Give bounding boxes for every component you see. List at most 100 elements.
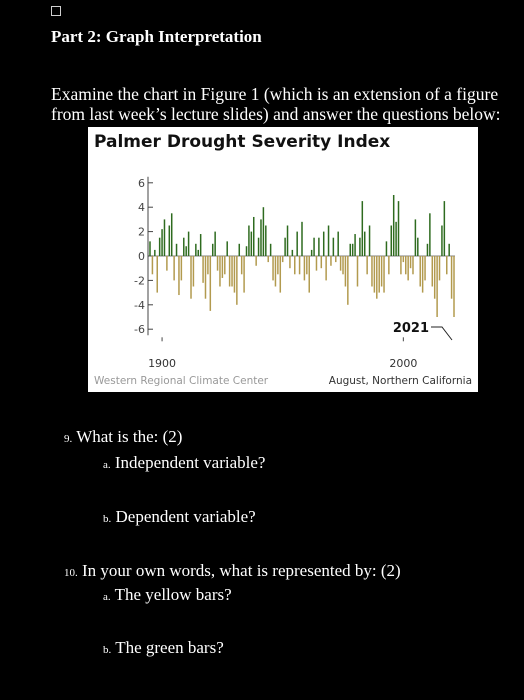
bar-1997 <box>395 221 397 256</box>
bar-1965 <box>318 237 320 256</box>
bar-1969 <box>327 225 330 256</box>
question-10b: b. The green bars? <box>103 638 224 658</box>
question-text: Independent variable? <box>114 453 266 472</box>
bar-1931 <box>236 256 238 305</box>
bar-1903 <box>168 225 171 256</box>
bar-1921 <box>211 243 214 256</box>
bar-1977 <box>347 256 349 305</box>
bar-1975 <box>342 256 344 275</box>
bar-1907 <box>178 256 180 296</box>
bar-2001 <box>404 256 407 275</box>
bar-1938 <box>252 216 255 256</box>
bar-1918 <box>204 256 207 299</box>
bar-1928 <box>228 256 231 287</box>
bar-2013 <box>433 256 436 299</box>
bar-1898 <box>156 256 158 293</box>
bar-1906 <box>175 243 178 256</box>
bar-1984 <box>363 231 366 256</box>
question-text: The yellow bars? <box>114 585 232 604</box>
bar-1900 <box>161 229 163 256</box>
bar-1979 <box>351 243 354 256</box>
bar-1934 <box>243 256 245 293</box>
bar-1978 <box>349 243 352 256</box>
bar-1915 <box>197 249 200 256</box>
bar-2008 <box>421 256 424 293</box>
bar-1993 <box>385 241 388 256</box>
bar-1980 <box>354 234 356 256</box>
bar-1990 <box>378 256 380 293</box>
question-number: 9. <box>64 433 73 445</box>
bar-1961 <box>308 256 310 293</box>
bar-1926 <box>224 256 226 275</box>
y-tick-label: 0 <box>138 250 145 263</box>
question-letter: b. <box>103 513 112 525</box>
question-text: The green bars? <box>115 638 224 657</box>
bar-1982 <box>359 237 361 256</box>
bar-2016 <box>441 225 443 256</box>
bar-2014 <box>436 256 438 317</box>
bar-1945 <box>269 243 272 256</box>
bar-1913 <box>192 256 195 287</box>
bar-1925 <box>221 256 224 278</box>
bar-1939 <box>255 256 257 266</box>
bar-1960 <box>306 256 308 275</box>
bar-1927 <box>226 241 228 256</box>
bar-1995 <box>390 225 393 256</box>
bar-1933 <box>240 256 243 275</box>
question-letter: b. <box>103 644 112 656</box>
bar-1935 <box>245 246 248 256</box>
question-letter: a. <box>103 459 111 471</box>
bar-1901 <box>163 219 166 256</box>
question-text: What is the: (2) <box>76 427 183 446</box>
bar-2005 <box>414 219 417 256</box>
annotation-pointer <box>431 326 453 341</box>
bar-1971 <box>332 237 335 256</box>
bar-1983 <box>361 201 364 256</box>
y-tick-label: -4 <box>134 299 145 312</box>
bar-1929 <box>231 256 233 287</box>
bar-1953 <box>289 256 291 269</box>
bar-1989 <box>376 256 378 299</box>
bar-1940 <box>257 237 260 256</box>
bar-1963 <box>313 237 315 256</box>
bar-1981 <box>356 256 359 287</box>
bar-1916 <box>199 234 202 256</box>
bar-1959 <box>303 256 306 281</box>
bar-1948 <box>277 256 279 275</box>
bar-1908 <box>180 256 183 281</box>
bar-1914 <box>195 243 197 256</box>
bar-1949 <box>279 256 282 293</box>
bar-2000 <box>402 256 405 263</box>
bar-1955 <box>294 256 296 275</box>
bar-1974 <box>339 256 342 271</box>
figure-title: Palmer Drought Severity Index <box>94 132 391 152</box>
checkbox[interactable] <box>51 6 61 16</box>
bar-1922 <box>214 231 216 256</box>
bar-1909 <box>183 237 185 256</box>
bar-2009 <box>424 256 426 281</box>
bar-1985 <box>366 256 368 275</box>
bar-1899 <box>158 237 161 256</box>
bar-2012 <box>431 256 434 287</box>
intro-paragraph: Examine the chart in Figure 1 (which is … <box>51 84 501 124</box>
bar-1941 <box>260 219 262 256</box>
x-tick-label: 2000 <box>389 357 417 370</box>
bar-2017 <box>443 201 446 256</box>
bar-1973 <box>337 231 339 256</box>
bar-1943 <box>265 225 267 256</box>
bar-1996 <box>392 195 395 256</box>
y-tick-label: 4 <box>138 201 145 214</box>
bar-1968 <box>325 256 327 281</box>
bar-1957 <box>298 256 301 275</box>
bar-1962 <box>310 249 313 256</box>
bar-2018 <box>446 256 448 275</box>
annotation-label: 2021 <box>393 321 429 336</box>
bar-1912 <box>190 256 192 299</box>
bar-1964 <box>315 256 318 271</box>
question-10a: a. The yellow bars? <box>103 585 232 605</box>
figure-region-caption: August, Northern California <box>328 375 472 387</box>
question-number: 10. <box>64 567 78 579</box>
bar-1998 <box>397 201 400 256</box>
question-9b: b. Dependent variable? <box>103 507 256 527</box>
bar-1910 <box>185 246 187 256</box>
